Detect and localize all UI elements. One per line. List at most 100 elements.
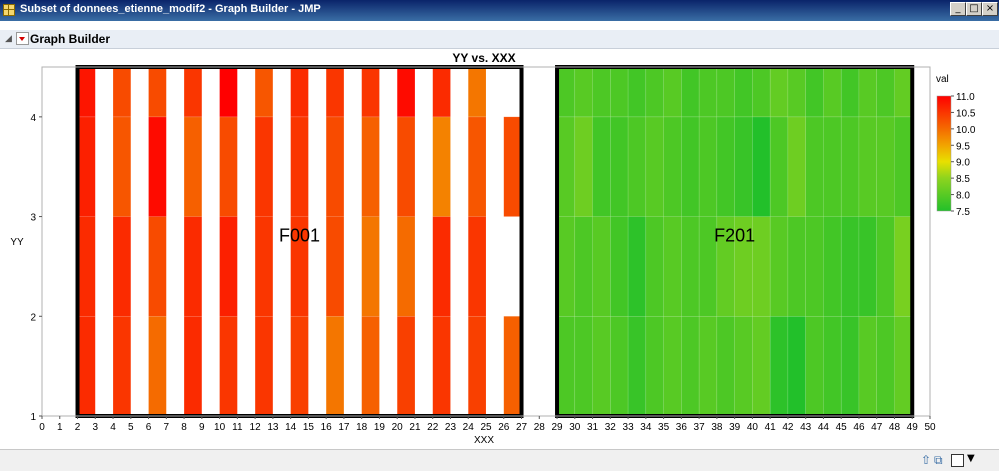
legend-tick-label: 11.0	[956, 92, 975, 103]
heatmap-cell	[574, 315, 593, 417]
heatmap-cell	[148, 66, 167, 118]
chevron-down-icon[interactable]: ▼	[967, 453, 975, 464]
heatmap-cell	[361, 116, 380, 217]
legend-tick-label: 10.0	[956, 125, 976, 136]
x-tick-label: 6	[146, 422, 152, 433]
chart-title: YY vs. XXX	[452, 51, 515, 65]
x-tick-label: 25	[480, 422, 492, 433]
x-tick-label: 43	[800, 422, 812, 433]
window-list-icon[interactable]: ⧉	[934, 453, 943, 467]
x-tick-label: 14	[285, 422, 297, 433]
x-tick-label: 19	[374, 422, 386, 433]
graph-builder-outline-header: ◢ Graph Builder	[0, 30, 999, 49]
x-tick-label: 45	[836, 422, 848, 433]
heatmap-cell	[627, 315, 647, 417]
heatmap-cell	[396, 66, 416, 118]
heatmap-cell	[681, 216, 700, 317]
heatmap-cell	[681, 116, 700, 217]
heatmap-cell	[432, 315, 451, 417]
heatmap-cell	[361, 66, 380, 118]
heatmap-cell	[112, 66, 132, 118]
legend-tick-label: 8.5	[956, 174, 970, 185]
panel-label: F201	[714, 226, 755, 246]
heatmap-cell	[627, 66, 647, 118]
heatmap-cell	[876, 216, 895, 317]
heatmap-cell	[112, 116, 132, 217]
heatmap-cell	[325, 66, 345, 118]
heatmap-cell	[858, 116, 878, 217]
heatmap-cell	[805, 66, 824, 118]
window-titlebar[interactable]: Subset of donnees_etienne_modif2 - Graph…	[0, 0, 999, 21]
x-tick-label: 38	[711, 422, 723, 433]
x-tick-label: 27	[516, 422, 528, 433]
heatmap-cell	[840, 66, 860, 118]
x-tick-label: 0	[39, 422, 45, 433]
y-tick-label: 2	[30, 312, 36, 323]
heatmap-cell	[432, 66, 451, 118]
x-tick-label: 16	[321, 422, 333, 433]
heatmap-cell	[627, 116, 647, 217]
heatmap-cell	[858, 216, 878, 317]
heatmap-cell	[645, 66, 664, 118]
heatmap-cell	[823, 116, 842, 217]
heatmap-cell	[556, 216, 576, 317]
heatmap-cell	[769, 66, 789, 118]
heatmap-cell	[663, 66, 682, 118]
x-tick-label: 35	[658, 422, 670, 433]
heatmap-cell	[592, 66, 611, 118]
heatmap-cell	[592, 116, 611, 217]
red-triangle-menu-icon[interactable]	[16, 32, 29, 45]
x-tick-label: 48	[889, 422, 901, 433]
heatmap-cell	[325, 315, 345, 417]
heatmap-cell	[574, 216, 593, 317]
heatmap-cell	[894, 116, 913, 217]
heatmap-cell	[556, 116, 576, 217]
heatmap-cell	[503, 116, 522, 217]
heatmap-cell	[645, 216, 664, 317]
x-tick-label: 36	[676, 422, 688, 433]
heatmap-cell	[254, 66, 274, 118]
y-tick-label: 4	[30, 113, 36, 124]
y-axis-label: YY	[10, 237, 24, 248]
heatmap-cell	[752, 116, 771, 217]
status-checkbox[interactable]	[951, 454, 964, 467]
heatmap-cell	[823, 66, 842, 118]
minimize-icon[interactable]: _	[950, 2, 966, 16]
arrow-up-icon[interactable]: ⇧	[921, 453, 932, 467]
heatmap-cell	[698, 66, 718, 118]
x-axis-label: XXX	[474, 435, 494, 446]
heatmap-cell	[574, 116, 593, 217]
heatmap-cell	[183, 116, 203, 217]
heatmap-cell	[219, 216, 238, 317]
heatmap-cell	[787, 66, 806, 118]
disclosure-triangle-icon[interactable]: ◢	[5, 33, 12, 43]
panel-label: F001	[279, 226, 320, 246]
x-tick-label: 22	[427, 422, 439, 433]
heatmap-cell	[769, 216, 789, 317]
heatmap-cell	[77, 66, 96, 118]
heatmap-cell	[556, 315, 576, 417]
legend-title: val	[936, 74, 949, 85]
jmp-table-icon	[3, 4, 15, 16]
maximize-icon[interactable]: □	[966, 2, 982, 16]
x-tick-label: 5	[128, 422, 134, 433]
heatmap-cell	[610, 116, 629, 217]
heatmap-cell	[663, 216, 682, 317]
heatmap-cell	[681, 315, 700, 417]
x-tick-label: 50	[924, 422, 936, 433]
x-tick-label: 2	[75, 422, 81, 433]
heatmap-cell	[396, 116, 416, 217]
heatmap-cell	[254, 216, 274, 317]
heatmap-cell	[716, 66, 735, 118]
heatmap-cell	[894, 66, 913, 118]
x-tick-label: 24	[463, 422, 475, 433]
x-tick-label: 8	[181, 422, 187, 433]
x-tick-label: 41	[765, 422, 777, 433]
y-tick-label: 3	[30, 213, 36, 224]
x-tick-label: 21	[409, 422, 421, 433]
heatmap-cell	[698, 116, 718, 217]
heatmap-cell	[645, 315, 664, 417]
heatmap-cell	[876, 315, 895, 417]
x-tick-label: 4	[110, 422, 116, 433]
close-icon[interactable]: ×	[982, 2, 998, 16]
